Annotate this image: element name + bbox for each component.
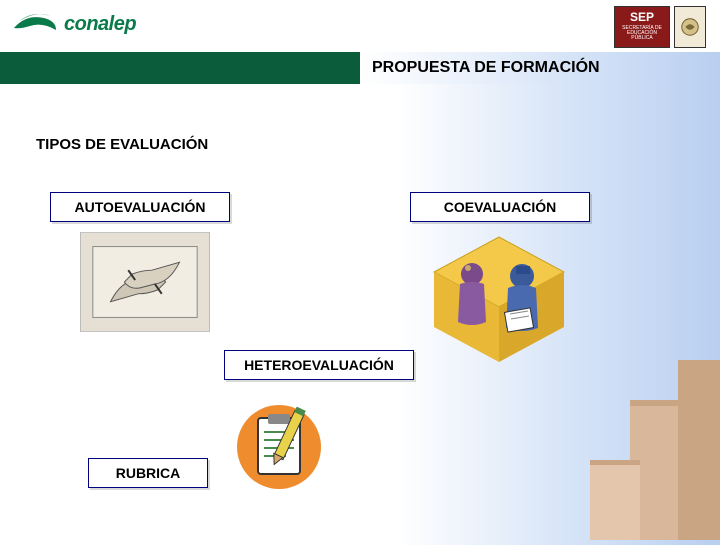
clipboard-pencil-illustration	[224, 392, 334, 492]
buildings-decoration	[560, 360, 720, 540]
drawing-hands-illustration	[80, 232, 210, 332]
autoevaluacion-box: AUTOEVALUACIÓN	[50, 192, 230, 222]
slide-header: conalep SEP SECRETARÍA DE EDUCACIÓN PÚBL…	[0, 0, 720, 52]
conalep-logo: conalep	[12, 8, 136, 40]
mexico-emblem-icon	[674, 6, 706, 48]
rubrica-box: RUBRICA	[88, 458, 208, 488]
conalep-brand-text: conalep	[64, 13, 136, 36]
conalep-swoosh-icon	[12, 8, 58, 40]
slide-title: PROPUESTA DE FORMACIÓN	[372, 59, 600, 77]
coevaluacion-box: COEVALUACIÓN	[410, 192, 590, 222]
sep-badge: SEP SECRETARÍA DE EDUCACIÓN PÚBLICA	[614, 6, 706, 48]
two-people-discussion-illustration	[424, 232, 574, 362]
title-band: PROPUESTA DE FORMACIÓN	[360, 52, 720, 84]
sep-box: SEP SECRETARÍA DE EDUCACIÓN PÚBLICA	[614, 6, 670, 48]
sep-label: SEP	[615, 10, 669, 24]
section-heading: TIPOS DE EVALUACIÓN	[36, 136, 208, 153]
sep-sublabel: SECRETARÍA DE EDUCACIÓN PÚBLICA	[615, 24, 669, 43]
heteroevaluacion-box: HETEROEVALUACIÓN	[224, 350, 414, 380]
